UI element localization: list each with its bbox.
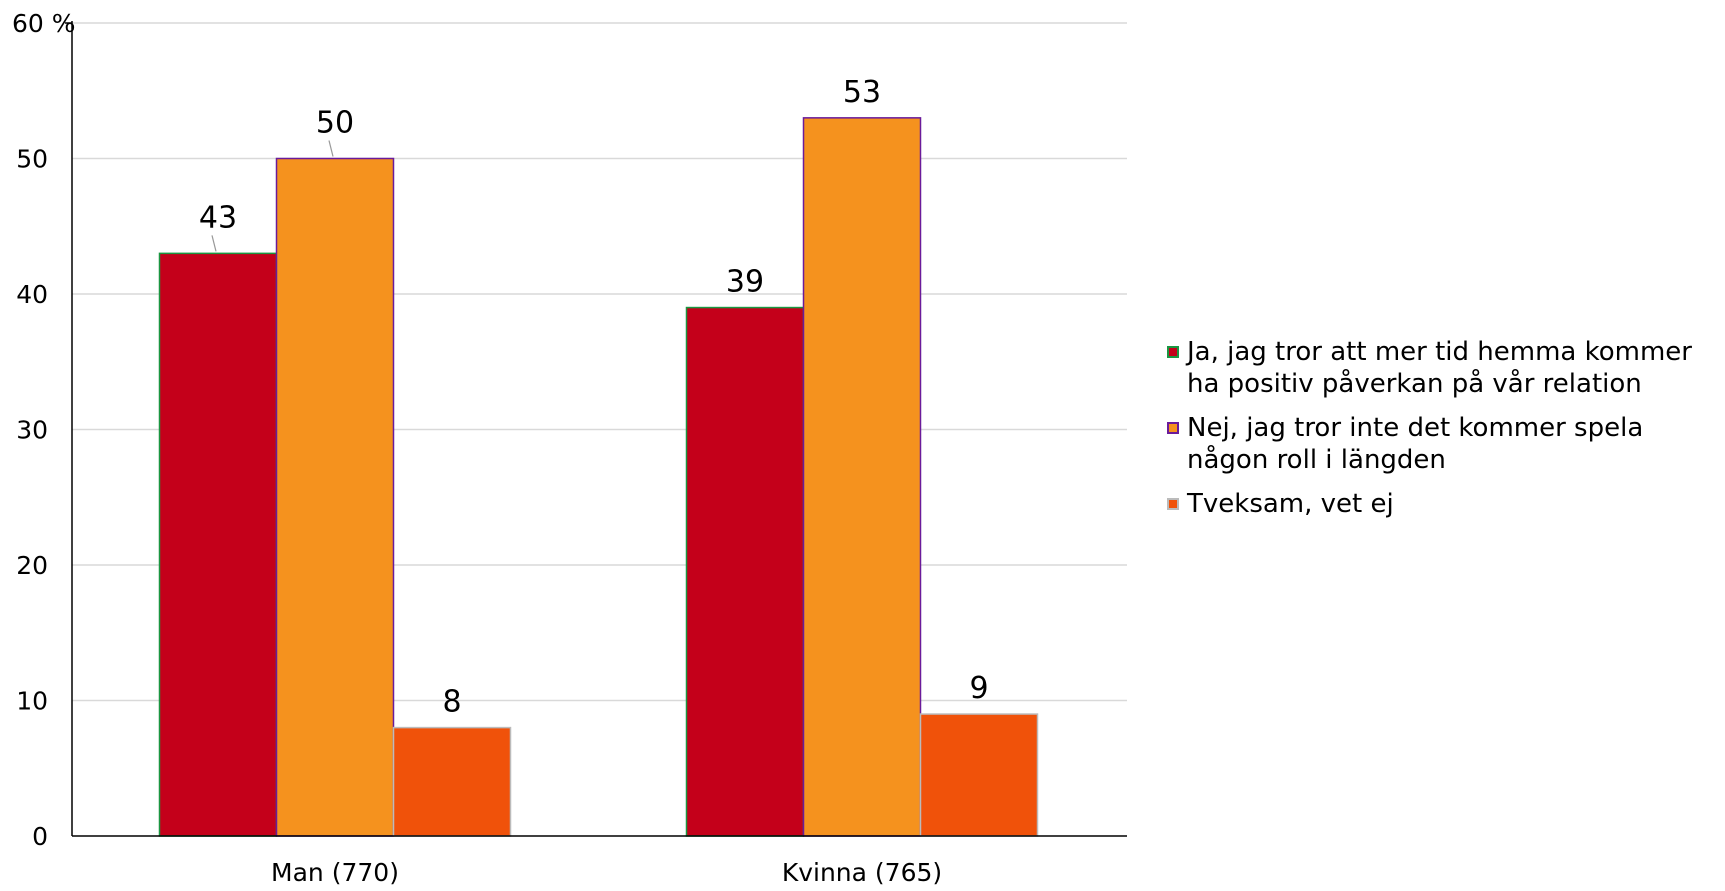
data-label: 9 [969,671,988,706]
y-tick-label: 60 % [12,9,76,38]
data-label: 50 [316,106,354,141]
bar-3-2 [919,713,1039,837]
y-tick-label: 10 [16,687,48,716]
y-tick-label: 20 [16,551,48,580]
y-tick-label: 30 [16,416,48,445]
legend-item: Ja, jag tror att mer tid hemma kommer ha… [1167,336,1722,400]
legend-label: Ja, jag tror att mer tid hemma kommer ha… [1187,337,1692,399]
x-tick-label: Man (770) [271,858,399,887]
bars [158,117,1039,837]
legend-swatch [1167,346,1179,358]
bar-1-1 [158,252,278,837]
y-tick-label: 50 [16,145,48,174]
legend: Ja, jag tror att mer tid hemma kommer ha… [1167,336,1722,532]
bar-2-1 [275,157,395,837]
legend-swatch [1167,498,1179,510]
data-label: 39 [726,265,764,300]
data-labels: 43 50 8 39 53 9 [199,75,989,720]
data-label-leader [211,235,217,252]
data-label: 43 [199,200,237,235]
bar-2-2 [802,117,922,837]
y-tick-label: 0 [32,822,48,851]
bar-chart-plot: 0 10 20 30 40 50 60 % Man (770) Kvinna (765) 43 5… [12,9,1127,887]
legend-label: Tveksam, vet ej [1187,489,1394,519]
y-tick-label: 40 [16,280,48,309]
data-label: 53 [843,75,881,110]
data-label: 8 [442,685,461,720]
x-tick-label: Kvinna (765) [782,858,942,887]
legend-label: Nej, jag tror inte det kommer spela någo… [1187,413,1644,475]
legend-item: Tveksam, vet ej [1167,488,1722,520]
data-label-leader [328,140,334,157]
bar-3-1 [392,726,512,837]
axes: 0 10 20 30 40 50 60 % Man (770) Kvinna (765) [12,9,1127,887]
bar-1-2 [685,306,805,837]
legend-swatch [1167,422,1179,434]
legend-item: Nej, jag tror inte det kommer spela någo… [1167,412,1722,476]
